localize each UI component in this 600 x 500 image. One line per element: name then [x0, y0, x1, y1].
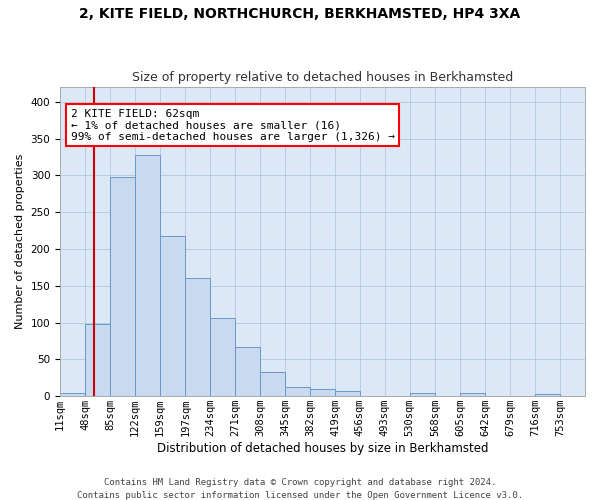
Text: 2 KITE FIELD: 62sqm
← 1% of detached houses are smaller (16)
99% of semi-detache: 2 KITE FIELD: 62sqm ← 1% of detached hou… — [71, 108, 395, 142]
Bar — [185, 278, 211, 396]
Bar — [310, 389, 335, 396]
Bar — [285, 388, 310, 396]
Bar — [460, 393, 485, 396]
Bar — [85, 324, 110, 396]
Bar — [211, 318, 235, 396]
Title: Size of property relative to detached houses in Berkhamsted: Size of property relative to detached ho… — [132, 72, 513, 85]
Bar — [235, 347, 260, 396]
Bar — [110, 177, 135, 396]
Bar — [260, 372, 285, 396]
Text: 2, KITE FIELD, NORTHCHURCH, BERKHAMSTED, HP4 3XA: 2, KITE FIELD, NORTHCHURCH, BERKHAMSTED,… — [79, 8, 521, 22]
X-axis label: Distribution of detached houses by size in Berkhamsted: Distribution of detached houses by size … — [157, 442, 488, 455]
Bar — [410, 393, 436, 396]
Bar — [160, 236, 185, 396]
Bar — [60, 393, 85, 396]
Bar — [135, 155, 160, 396]
Bar — [535, 394, 560, 396]
Text: Contains HM Land Registry data © Crown copyright and database right 2024.
Contai: Contains HM Land Registry data © Crown c… — [77, 478, 523, 500]
Bar — [335, 391, 360, 396]
Y-axis label: Number of detached properties: Number of detached properties — [15, 154, 25, 330]
